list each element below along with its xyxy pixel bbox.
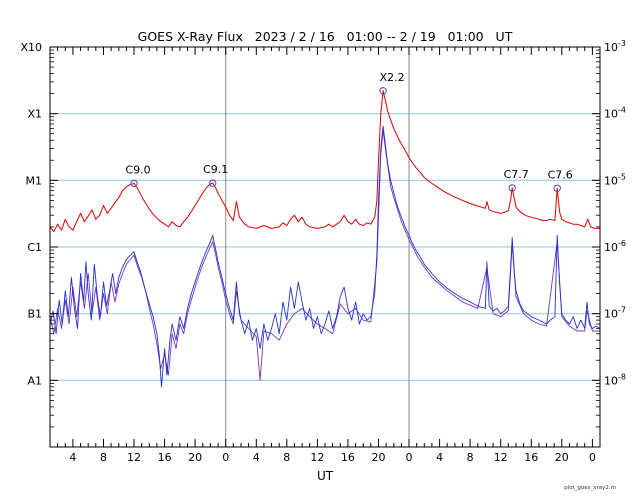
day-boundary-lines	[225, 47, 410, 447]
flare-label-C7.7: C7.7	[504, 168, 529, 181]
x-tick-label: 0	[222, 451, 229, 464]
x-tick-label: 12	[494, 451, 508, 464]
flare-label-C9.0: C9.0	[125, 163, 150, 176]
y-right-label-1e-7: 10-7	[604, 306, 626, 321]
x-tick-label: 8	[467, 451, 474, 464]
y-right-label-1e-3: 10-3	[604, 39, 626, 54]
flare-label-C9.1: C9.1	[203, 163, 228, 176]
flare-marker-C7.6	[553, 184, 561, 193]
y-left-label-B1: B1	[27, 308, 42, 321]
y-left-label-X10: X10	[20, 41, 42, 54]
y-right-label-1e-8: 10-8	[604, 372, 626, 387]
watermark: plot_goes_xray2.m	[564, 485, 616, 491]
y-right-label-1e-6: 10-6	[604, 239, 626, 254]
flare-label-X2.2: X2.2	[380, 71, 405, 84]
flare-marker-C9.1	[209, 179, 217, 187]
x-tick-label: 0	[589, 451, 596, 464]
x-tick-label: 4	[69, 451, 76, 464]
axis-tick-labels: 4 8 12 16 20 0 4 8 12 16 20 0 4 8 12 16 20 0 X10 10-3 X1 10-4…	[20, 39, 626, 464]
flare-annotations: C9.0 C9.1 X2.2 C7.7 C7.6	[125, 71, 573, 193]
x-tick-label: 16	[524, 451, 538, 464]
y-right-label-1e-5: 10-5	[604, 172, 626, 187]
x-tick-label: 4	[253, 451, 260, 464]
x-tick-label: 12	[127, 451, 141, 464]
decade-gridlines	[50, 113, 600, 381]
series-long-channel-red	[50, 90, 600, 233]
x-tick-label: 16	[341, 451, 355, 464]
flare-marker-X2.2	[379, 87, 387, 95]
y-left-label-M1: M1	[26, 174, 43, 187]
chart-title: GOES X-Ray Flux 2023 / 2 / 16 01:00 -- 2…	[138, 29, 513, 44]
x-tick-label: 8	[283, 451, 290, 464]
y-right-label-1e-4: 10-4	[604, 106, 626, 121]
y-left-label-C1: C1	[27, 241, 42, 254]
x-tick-label: 20	[555, 451, 569, 464]
x-tick-label: 20	[188, 451, 202, 464]
x-tick-label: 0	[406, 451, 413, 464]
flare-marker-C9.0	[130, 179, 138, 188]
flare-marker-C7.7	[508, 184, 516, 192]
x-axis-label: UT	[317, 469, 334, 483]
series-short-channel-blue	[50, 125, 600, 388]
x-tick-label: 4	[436, 451, 443, 464]
x-tick-label: 8	[100, 451, 107, 464]
x-tick-label: 16	[158, 451, 172, 464]
y-left-label-X1: X1	[27, 108, 42, 121]
y-left-label-A1: A1	[27, 374, 42, 387]
x-tick-label: 12	[310, 451, 324, 464]
flare-label-C7.6: C7.6	[548, 168, 573, 181]
axis-ticks	[50, 47, 600, 447]
x-tick-label: 20	[372, 451, 386, 464]
flux-series	[50, 90, 600, 388]
